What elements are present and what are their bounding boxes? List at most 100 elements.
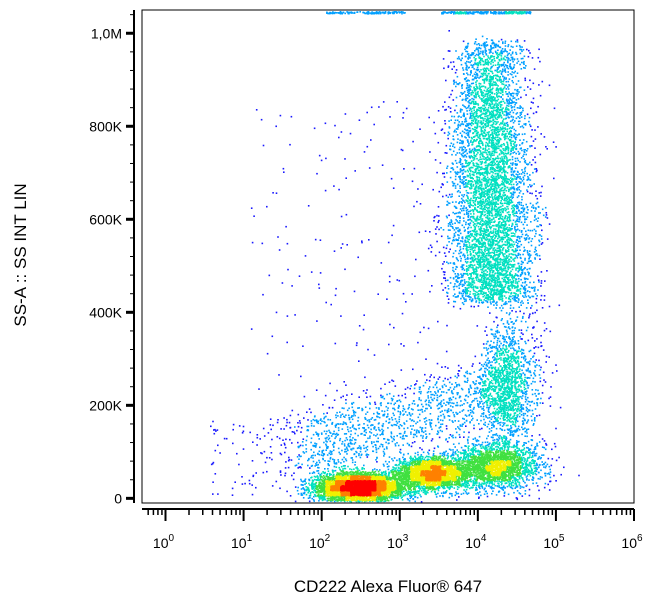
data-point xyxy=(516,176,519,179)
data-point xyxy=(507,71,509,73)
data-point xyxy=(314,454,316,457)
data-point xyxy=(368,402,371,404)
data-point xyxy=(434,491,436,493)
data-point xyxy=(507,166,510,169)
data-point xyxy=(459,255,462,258)
data-point xyxy=(421,411,424,413)
data-point xyxy=(548,472,550,475)
data-point xyxy=(465,425,467,427)
data-point xyxy=(391,458,393,460)
data-point xyxy=(524,272,526,274)
data-point xyxy=(520,373,523,376)
data-point xyxy=(515,429,518,432)
data-point xyxy=(529,349,532,352)
data-point xyxy=(516,281,519,283)
data-point xyxy=(349,132,352,135)
data-point xyxy=(473,103,475,105)
data-point xyxy=(412,425,414,427)
data-point xyxy=(483,493,486,495)
data-point xyxy=(535,482,538,484)
data-point xyxy=(550,386,552,388)
data-point xyxy=(458,202,460,204)
data-point xyxy=(499,12,501,15)
data-point xyxy=(503,435,506,437)
data-point xyxy=(307,425,310,428)
data-point xyxy=(465,209,468,212)
data-point xyxy=(319,239,322,241)
data-point xyxy=(445,79,447,82)
data-point xyxy=(491,350,493,352)
data-point xyxy=(347,12,349,15)
data-point xyxy=(520,409,522,412)
data-point xyxy=(441,267,443,270)
data-point xyxy=(467,192,470,194)
data-point xyxy=(241,483,244,485)
data-point xyxy=(465,137,467,139)
data-point xyxy=(516,223,518,226)
data-point xyxy=(384,11,387,13)
data-point xyxy=(449,397,452,399)
data-point xyxy=(425,493,427,496)
data-point xyxy=(520,389,522,392)
data-point xyxy=(529,370,531,372)
data-point xyxy=(522,428,525,430)
data-point xyxy=(518,237,521,240)
data-point xyxy=(457,373,459,375)
data-point xyxy=(461,135,463,138)
data-point xyxy=(339,437,342,440)
data-point xyxy=(465,161,467,163)
data-point xyxy=(532,377,535,380)
data-point xyxy=(518,11,520,14)
data-point xyxy=(334,426,337,428)
data-point xyxy=(462,123,465,126)
data-point xyxy=(248,482,251,485)
data-point xyxy=(470,300,473,303)
data-point xyxy=(367,348,369,351)
data-point xyxy=(465,80,468,83)
data-point xyxy=(291,442,293,444)
data-point xyxy=(524,289,526,292)
data-point xyxy=(303,417,305,419)
data-point xyxy=(451,493,453,495)
data-point xyxy=(459,124,462,127)
data-point xyxy=(524,493,527,495)
data-point xyxy=(282,439,284,441)
data-point xyxy=(482,396,485,398)
data-point xyxy=(442,195,444,198)
data-point xyxy=(524,442,526,444)
data-point xyxy=(467,283,470,285)
data-point xyxy=(358,396,360,398)
data-point xyxy=(468,224,471,226)
data-point xyxy=(536,415,538,417)
data-point xyxy=(372,424,374,426)
data-point xyxy=(483,44,485,46)
data-point xyxy=(522,223,525,226)
data-point xyxy=(285,461,287,463)
data-point xyxy=(482,403,484,405)
data-point xyxy=(438,190,441,193)
data-point xyxy=(301,463,303,466)
data-point xyxy=(262,293,264,296)
data-point xyxy=(299,444,302,447)
data-point xyxy=(330,451,332,454)
data-point xyxy=(535,359,537,361)
data-point xyxy=(459,108,462,110)
data-point xyxy=(478,369,481,371)
data-point xyxy=(462,104,464,106)
data-point xyxy=(264,461,267,464)
data-point xyxy=(471,52,473,54)
data-point xyxy=(427,453,430,455)
data-point xyxy=(451,223,454,225)
data-point xyxy=(371,424,373,426)
data-point xyxy=(288,421,291,424)
data-point xyxy=(469,112,472,115)
data-point xyxy=(526,478,528,480)
data-point xyxy=(532,456,534,458)
data-point xyxy=(443,261,445,263)
data-point xyxy=(462,417,464,420)
data-point xyxy=(551,448,553,451)
data-point xyxy=(345,384,347,386)
data-point xyxy=(541,454,543,456)
data-point xyxy=(518,123,520,125)
